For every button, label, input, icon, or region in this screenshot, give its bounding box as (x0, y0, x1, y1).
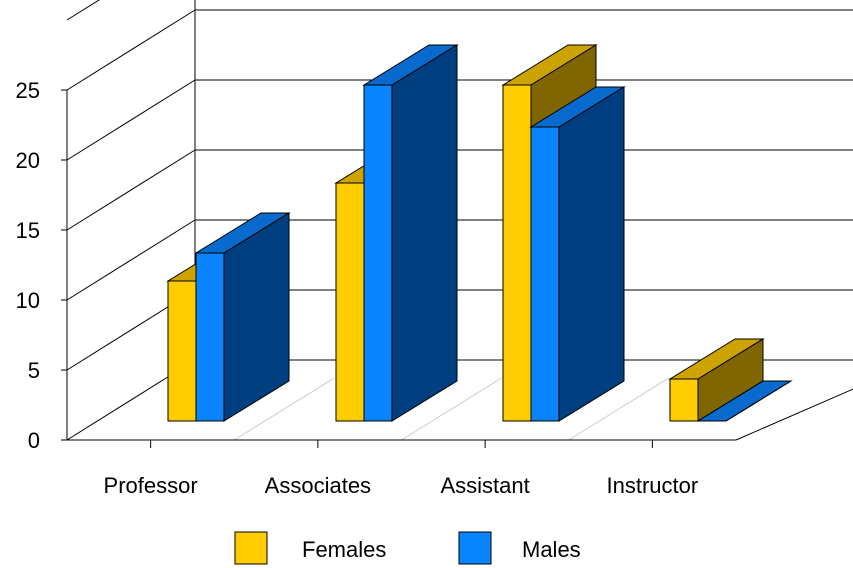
bar-males-assistant (529, 86, 626, 422)
floor-divider (233, 377, 335, 441)
legend-label-males: Males (522, 537, 581, 562)
bar-males-professor (194, 212, 291, 422)
y-tick-label: 0 (28, 428, 40, 453)
bar-front-face (335, 182, 365, 422)
floor-right-edge (735, 388, 853, 441)
bar-front-face (195, 252, 225, 422)
legend-label-females: Females (302, 537, 386, 562)
bar-front-face (530, 126, 560, 422)
side-grid-line (66, 79, 196, 161)
x-tick-label: Instructor (607, 473, 699, 498)
chart-axes (61, 89, 853, 448)
bar-front-face (502, 84, 532, 422)
y-tick-label: 25 (16, 78, 40, 103)
x-tick-label: Assistant (440, 473, 529, 498)
side-grid-line (66, 0, 100, 21)
bar-side-face (558, 86, 625, 422)
bar-front-face (669, 378, 699, 422)
x-tick-label: Professor (104, 473, 198, 498)
bar-males-instructor (696, 380, 793, 422)
chart-legend: Females Males (234, 531, 581, 565)
chart-labels: 0 5 10 15 20 25 Professor Associates Assistant In… (16, 78, 699, 498)
bar-side-face (725, 380, 792, 422)
side-grid-line (66, 149, 196, 231)
side-grid-line (66, 9, 196, 91)
bar-front-face (167, 280, 197, 422)
legend-swatch-males (458, 531, 492, 565)
bar-females-instructor (668, 338, 765, 422)
bar-males-associates (362, 44, 459, 422)
y-tick-label: 15 (16, 218, 40, 243)
x-tick-label: Associates (265, 473, 371, 498)
legend-swatch-females (234, 531, 268, 565)
floor-divider (568, 377, 670, 441)
y-tick-label: 20 (16, 148, 40, 173)
y-tick-label: 10 (16, 288, 40, 313)
floor-divider (401, 377, 502, 441)
bar-side-face (391, 44, 458, 422)
y-tick-label: 5 (28, 358, 40, 383)
chart-bars (166, 44, 793, 422)
bar-front-face (363, 84, 393, 422)
side-grid-line (66, 219, 196, 301)
